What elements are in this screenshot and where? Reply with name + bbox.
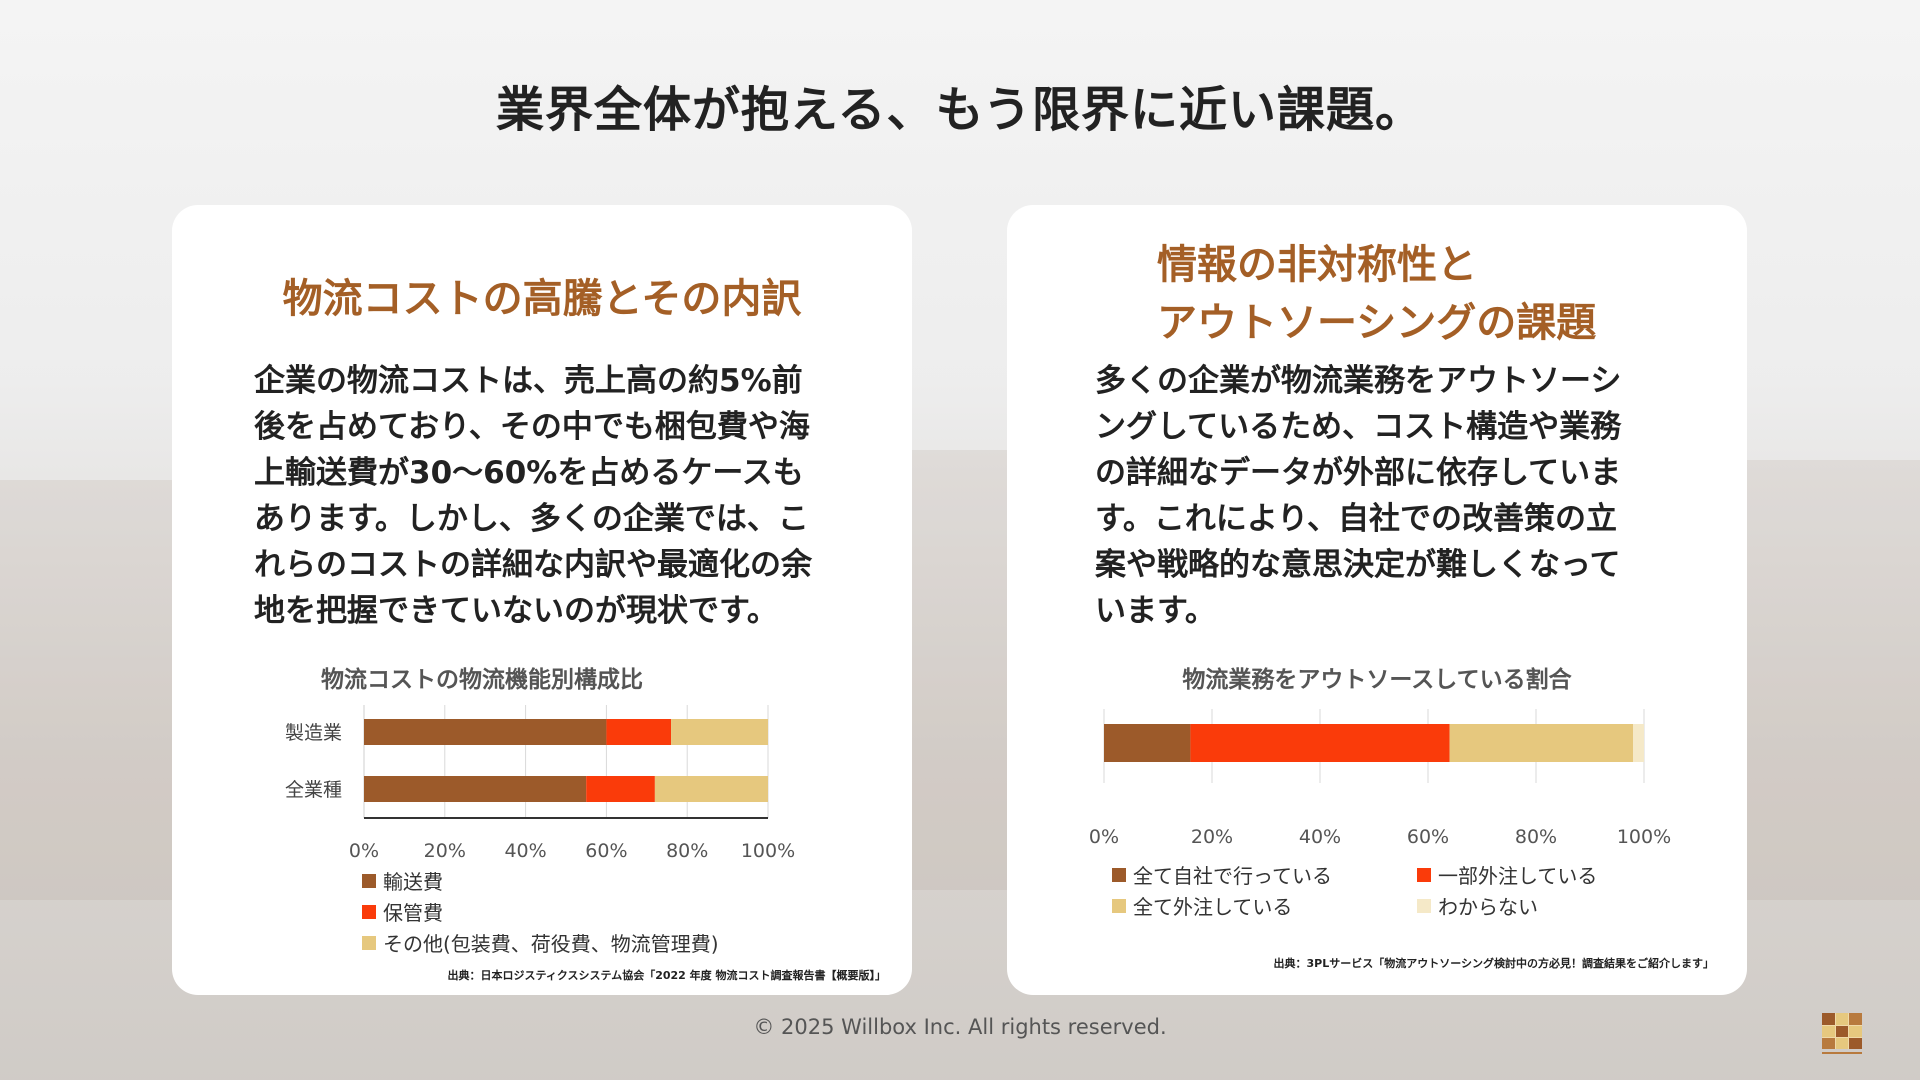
x-tick-label: 0%: [1089, 826, 1119, 845]
x-tick-label: 40%: [1299, 826, 1341, 845]
outsourcing-ratio-chart: 0% 20% 40% 60% 80% 100%: [1089, 709, 1671, 845]
bar-segment: [1633, 724, 1644, 762]
body-line: の詳細なデータが外部に依存していま: [1095, 455, 1622, 491]
body-line: 地を把握できていないのが現状です。: [254, 593, 778, 629]
bar-segment: [654, 776, 768, 802]
legend-label: 一部外注している: [1438, 864, 1598, 888]
legend-swatch: [362, 904, 376, 919]
outsourcing-card: 情報の非対称性と アウトソーシングの課題 多くの企業が物流業務をアウトソーシ ン…: [1007, 205, 1747, 995]
x-tick-label: 40%: [504, 840, 546, 862]
x-tick-label: 60%: [1407, 826, 1449, 845]
chart-legend: 輸送費 保管費 その他(包装費、荷役費、物流管理費): [362, 865, 719, 958]
card-body: 多くの企業が物流業務をアウトソーシ ングしているため、コスト構造や業務 の詳細な…: [1095, 358, 1715, 634]
willbox-logo: [1822, 1013, 1862, 1054]
bar-segment: [364, 776, 587, 802]
x-tick-label: 0%: [349, 840, 379, 862]
x-tick-label: 100%: [1617, 826, 1671, 845]
body-line: います。: [1095, 593, 1216, 629]
x-tick-label: 20%: [1191, 826, 1233, 845]
card-heading: 情報の非対称性と アウトソーシングの課題: [1157, 236, 1596, 352]
body-line: ングしているため、コスト構造や業務: [1095, 409, 1622, 445]
bar-segment: [1104, 724, 1191, 762]
heading-line: アウトソーシングの課題: [1157, 300, 1597, 346]
source-note: 出典：日本ロジスティクスシステム協会「2022 年度 物流コスト調査報告書【概要…: [447, 969, 886, 982]
legend-swatch: [1417, 898, 1431, 913]
body-line: 後を占めており、その中でも梱包費や海: [254, 409, 810, 445]
bar-segment: [1190, 724, 1450, 762]
legend-label: 全て外注している: [1133, 895, 1293, 919]
x-tick-label: 20%: [424, 840, 466, 862]
legend-swatch: [362, 873, 376, 888]
body-line: あります。しかし、多くの企業では、こ: [254, 501, 809, 537]
legend-swatch: [1112, 867, 1126, 882]
legend-item: その他(包装費、荷役費、物流管理費): [362, 927, 719, 958]
legend-item: 輸送費: [362, 865, 719, 896]
body-line: 上輸送費が30〜60%を占めるケースも: [254, 455, 804, 491]
background-container-stack: [0, 480, 172, 900]
body-line: れらのコストの詳細な内訳や最適化の余: [254, 547, 812, 583]
body-line: 企業の物流コストは、売上高の約5%前: [254, 363, 803, 399]
bar-segment: [364, 719, 607, 745]
legend-item: 一部外注している: [1417, 859, 1672, 890]
chart-title: 物流コストの物流機能別構成比: [321, 667, 643, 693]
bar-segment: [1449, 724, 1634, 762]
x-tick-label: 100%: [741, 840, 795, 862]
legend-item: 保管費: [362, 896, 719, 927]
legend-label: その他(包装費、荷役費、物流管理費): [383, 932, 719, 956]
card-heading: 物流コストの高騰とその内訳: [282, 276, 802, 322]
x-tick-label: 60%: [585, 840, 627, 862]
legend-swatch: [362, 935, 376, 950]
legend-label: 全て自社で行っている: [1133, 864, 1332, 888]
body-line: 案や戦略的な意思決定が難しくなって: [1095, 547, 1621, 583]
legend-item: 全て自社で行っている: [1112, 859, 1417, 890]
legend-item: わからない: [1417, 890, 1672, 921]
background-container-stack: [912, 450, 1007, 890]
chart-legend: 全て自社で行っている 一部外注している 全て外注している わからない: [1112, 859, 1672, 921]
copyright-footer: © 2025 Willbox Inc. All rights reserved.: [753, 1015, 1167, 1039]
card-body: 企業の物流コストは、売上高の約5%前 後を占めており、その中でも梱包費や海 上輸…: [254, 358, 874, 634]
heading-line: 情報の非対称性と: [1157, 242, 1477, 288]
x-tick-label: 80%: [1515, 826, 1557, 845]
body-line: す。これにより、自社での改善策の立: [1095, 501, 1618, 537]
category-label: 製造業: [285, 722, 342, 744]
legend-label: 輸送費: [383, 870, 443, 894]
bar-segment: [586, 776, 655, 802]
legend-swatch: [1417, 867, 1431, 882]
category-label: 全業種: [285, 779, 342, 801]
bar-segment: [606, 719, 672, 745]
legend-swatch: [1112, 898, 1126, 913]
page-title: 業界全体が抱える、もう限界に近い課題。: [495, 82, 1425, 138]
legend-item: 全て外注している: [1112, 890, 1417, 921]
x-tick-label: 80%: [666, 840, 708, 862]
bar-segment: [671, 719, 768, 745]
background-container-stack: [1747, 460, 1920, 900]
legend-label: 保管費: [383, 901, 443, 925]
legend-label: わからない: [1438, 895, 1538, 919]
chart-title: 物流業務をアウトソースしている割合: [1182, 667, 1572, 693]
body-line: 多くの企業が物流業務をアウトソーシ: [1095, 363, 1622, 399]
logistics-cost-card: 物流コストの高騰とその内訳 企業の物流コストは、売上高の約5%前 後を占めており…: [172, 205, 912, 995]
source-note: 出典：3PLサービス「物流アウトソーシング検討中の方必見！調査結果をご紹介します…: [1273, 957, 1714, 970]
